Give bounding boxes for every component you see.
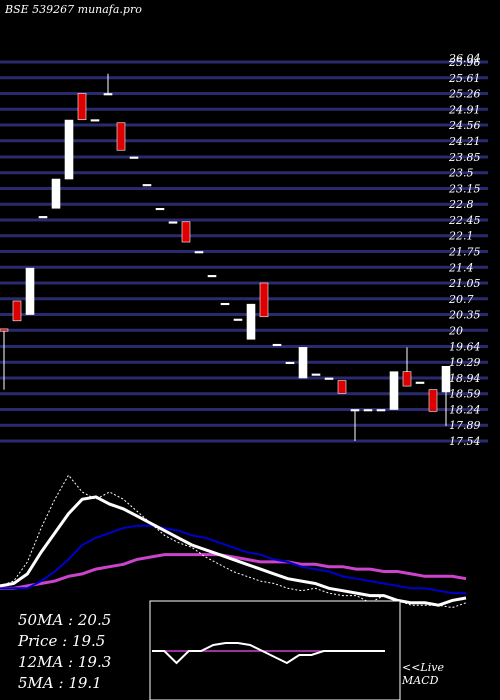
ma50-readout: 50MA : 20.5 [18,611,112,629]
candle-body [415,381,425,384]
candle-body [103,93,113,96]
candle-body [51,178,61,209]
y-tick-label: 23.5 [448,167,474,180]
y-tick-label: 25.61 [448,72,481,85]
y-tick-label: 17.54 [449,435,481,448]
y-tick-label: 18.24 [449,403,481,416]
candle-body [12,300,22,322]
ma-slow-line [0,553,467,590]
price-readout: Price : 19.5 [18,632,106,650]
ma-fast-line [0,495,467,607]
y-tick-label: 20.7 [448,293,474,306]
candle-body [207,275,217,278]
y-tick-label: 18.94 [449,372,481,385]
ma-mid-line [0,524,466,595]
candle-body [168,221,178,224]
y-tick-label: 24.56 [448,119,481,132]
y-tick-label: 24.91 [448,103,481,116]
candle-body [25,267,35,315]
ma5-readout: 5MA : 19.1 [18,674,102,692]
y-tick-label: 18.59 [449,388,481,401]
chart-watermark: BSE 539267 munafa.pro [5,3,142,16]
candle-body [350,409,360,412]
y-tick-label: 26.04 [448,52,481,65]
y-tick-label: 19.29 [449,356,481,369]
candle-body [64,119,74,180]
y-tick-label: 17.89 [449,419,481,432]
y-tick-label: 23.85 [448,151,481,164]
price-dotted-line [0,474,467,609]
candle-body [0,328,9,332]
candle-body [363,409,373,412]
candle-body [285,361,295,365]
candle-body [155,207,165,211]
candle-body [272,343,282,347]
candle-body [129,156,139,159]
candle-body [337,380,347,394]
y-tick-label: 22.8 [448,198,474,211]
candle-body [38,216,48,219]
y-tick-label: 19.64 [449,340,481,353]
live-link[interactable]: <<Live [402,661,444,674]
candle-body [220,302,230,306]
y-tick-label: 22.45 [448,214,481,227]
candle-body [142,184,152,187]
candle-body [376,409,386,412]
candle-body [77,93,87,120]
y-tick-label: 25.96 [448,56,481,69]
candle-body [389,371,399,410]
macd-line [152,642,385,665]
candle-body [181,221,191,243]
candle-body [259,282,269,318]
y-tick-label: 21.75 [448,246,481,259]
candle-body [311,373,321,376]
candle-body [233,318,243,321]
macd-panel [149,600,401,700]
candle-body [116,122,126,151]
ma12-readout: 12MA : 19.3 [18,653,112,671]
y-tick-label: 22.1 [448,230,474,243]
moving-average-panel [0,474,467,609]
candle-body [298,347,308,379]
y-tick-label: 21.05 [448,277,481,290]
y-tick-label: 25.26 [448,88,481,101]
macd-label: MACD [402,674,439,687]
candle-body [441,365,451,393]
live-macd-label[interactable]: <<Live MACD [402,661,444,687]
y-tick-label: 24.21 [448,135,481,148]
candlestick-series [0,73,451,441]
y-tick-label: 21.4 [448,261,474,274]
y-tick-label: 20 [448,324,463,337]
candle-body [194,251,204,254]
candle-body [246,303,256,340]
stats-block: 50MA : 20.5 Price : 19.5 12MA : 19.3 5MA… [18,610,111,694]
y-tick-label: 23.15 [448,182,481,195]
candle-body [402,371,412,387]
candle-body [428,389,438,412]
y-tick-label: 20.35 [448,309,481,322]
candle-body [90,119,100,122]
candle-body [324,377,334,380]
price-gridlines [0,60,488,443]
